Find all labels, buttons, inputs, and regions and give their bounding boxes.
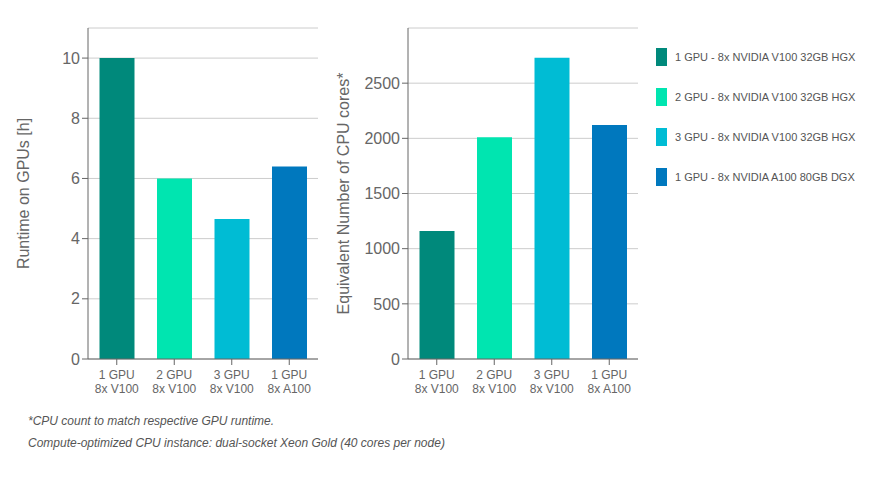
svg-text:Equivalent Number of CPU cores: Equivalent Number of CPU cores*	[335, 73, 352, 315]
svg-text:Runtime on GPUs [h]: Runtime on GPUs [h]	[15, 118, 32, 269]
html-text:1 GPU - 8x NVIDIA A100 80GB DG: 1 GPU - 8x NVIDIA A100 80GB DGX	[675, 171, 855, 183]
svg-text:1 GPU8x A100: 1 GPU8x A100	[588, 368, 632, 396]
html-text:2 GPU - 8x NVIDIA V100 32GB HG: 2 GPU - 8x NVIDIA V100 32GB HGX	[675, 91, 856, 103]
svg-text:0: 0	[71, 351, 80, 368]
svg-text:1 GPU8x A100: 1 GPU8x A100	[268, 368, 312, 396]
svg-text:8: 8	[71, 110, 80, 127]
svg-text:2000: 2000	[364, 130, 400, 147]
svg-text:500: 500	[373, 296, 400, 313]
svg-text:1500: 1500	[364, 185, 400, 202]
svg-text:1000: 1000	[364, 240, 400, 257]
svg-text:2 GPU8x V100: 2 GPU8x V100	[152, 368, 196, 396]
html-text:Compute-optimized CPU instance: Compute-optimized CPU instance: dual-soc…	[28, 436, 445, 450]
svg-text:1 GPU8x V100: 1 GPU8x V100	[415, 368, 459, 396]
svg-text:10: 10	[62, 50, 80, 67]
html-text:1 GPU - 8x NVIDIA V100 32GB HG: 1 GPU - 8x NVIDIA V100 32GB HGX	[675, 51, 856, 63]
svg-text:2 GPU8x V100: 2 GPU8x V100	[472, 368, 516, 396]
svg-text:6: 6	[71, 170, 80, 187]
svg-text:3 GPU8x V100: 3 GPU8x V100	[210, 368, 254, 396]
svg-text:1 GPU8x V100: 1 GPU8x V100	[95, 368, 139, 396]
svg-text:0: 0	[391, 351, 400, 368]
svg-text:4: 4	[71, 230, 80, 247]
html-text:*CPU count to match respective: *CPU count to match respective GPU runti…	[28, 414, 275, 428]
svg-text:3 GPU8x V100: 3 GPU8x V100	[530, 368, 574, 396]
svg-text:2500: 2500	[364, 75, 400, 92]
svg-text:2: 2	[71, 290, 80, 307]
html-text:3 GPU - 8x NVIDIA V100 32GB HG: 3 GPU - 8x NVIDIA V100 32GB HGX	[675, 131, 856, 143]
